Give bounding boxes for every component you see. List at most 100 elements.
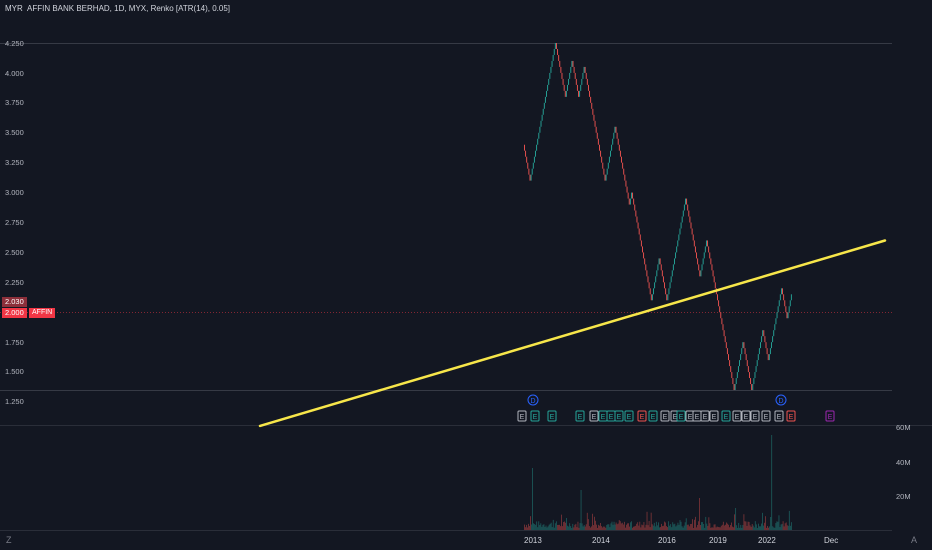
volume-bar [753,527,755,530]
earnings-marker-label: E [627,414,632,421]
volume-bar [552,519,554,530]
volume-bar [738,522,740,530]
earnings-marker-label: E [617,414,622,421]
volume-bar [603,526,605,530]
volume-bar [667,527,668,530]
renko-brick [563,84,565,91]
earnings-marker[interactable] [614,410,624,422]
volume-bar [659,527,660,530]
renko-brick [742,342,744,349]
earnings-marker[interactable] [637,410,647,422]
renko-brick [776,312,778,319]
earnings-marker[interactable] [732,410,742,422]
renko-brick [555,43,557,49]
earnings-marker[interactable] [761,410,771,422]
volume-bar [588,526,590,530]
earnings-marker[interactable] [517,410,527,422]
renko-brick [554,43,556,49]
renko-brick [547,84,549,91]
volume-bar [604,526,606,530]
symbol-badge: AFFIN [29,308,56,318]
renko-brick [585,72,587,79]
renko-brick [578,90,579,97]
price-tick: 2.250 [5,278,24,287]
dividend-marker[interactable] [775,394,787,406]
earnings-marker[interactable] [648,410,658,422]
renko-brick [643,252,645,259]
volume-bar [607,524,609,530]
renko-brick [693,240,695,247]
earnings-marker-label: E [609,414,614,421]
renko-brick [737,366,739,373]
renko-brick [576,84,578,91]
volume-bar [765,516,766,530]
volume-bar [716,526,718,530]
volume-bar [754,521,756,530]
dividend-marker-label: D [530,398,535,405]
volume-bar [703,524,705,530]
earnings-marker[interactable] [741,410,751,422]
volume-bar [584,526,586,530]
renko-brick [596,132,598,139]
volume-bar [670,524,672,530]
earnings-marker[interactable] [709,410,719,422]
earnings-marker[interactable] [774,410,784,422]
renko-brick [543,102,545,109]
earnings-marker-label: E [673,414,678,421]
renko-brick [575,78,577,85]
volume-bar [546,527,548,530]
volume-bar [698,521,699,530]
earnings-marker-label: E [688,414,693,421]
volume-bar [770,517,772,530]
volume-bar [709,523,711,530]
renko-brick [617,138,619,145]
earnings-marker[interactable] [660,410,670,422]
renko-brick [618,144,620,151]
renko-brick [785,306,787,313]
earnings-marker[interactable] [575,410,585,422]
volume-tick: 60M [896,423,911,432]
chart-title[interactable]: AFFIN BANK BERHAD, 1D, MYX, Renko [ATR(1… [27,4,231,13]
earnings-marker[interactable] [530,410,540,422]
renko-brick [768,354,770,361]
earnings-marker-label: E [663,414,668,421]
renko-brick [642,246,643,253]
earnings-marker[interactable] [700,410,710,422]
volume-bar [780,524,782,530]
renko-brick [632,192,634,199]
dividend-marker[interactable] [527,394,539,406]
volume-bar [737,528,739,530]
earnings-marker[interactable] [750,410,760,422]
earnings-marker[interactable] [624,410,634,422]
renko-brick [626,186,628,193]
earnings-marker[interactable] [589,410,599,422]
renko-brick [758,348,760,355]
volume-bar [699,498,700,530]
volume-bar [641,524,643,530]
renko-brick [761,336,763,343]
renko-brick [651,294,653,301]
renko-brick [779,294,781,301]
renko-brick [650,294,652,301]
time-tick: 2019 [709,536,727,545]
earnings-marker[interactable] [721,410,731,422]
earnings-marker[interactable] [547,410,557,422]
earnings-marker[interactable] [786,410,796,422]
volume-bar [560,526,561,530]
renko-brick [708,246,710,253]
renko-brick [735,378,737,385]
renko-brick [700,270,702,277]
renko-brick [659,258,661,265]
renko-brick [736,372,738,379]
earnings-marker[interactable] [825,410,835,422]
volume-bar [661,523,662,530]
volume-bar [676,525,678,530]
earnings-marker[interactable] [676,410,686,422]
timezone-icon[interactable]: Z [6,535,12,545]
trendline[interactable] [258,239,887,428]
renko-brick [623,168,625,175]
auto-scale-icon[interactable]: A [911,535,918,545]
volume-bar [619,521,621,530]
renko-brick [667,294,669,301]
